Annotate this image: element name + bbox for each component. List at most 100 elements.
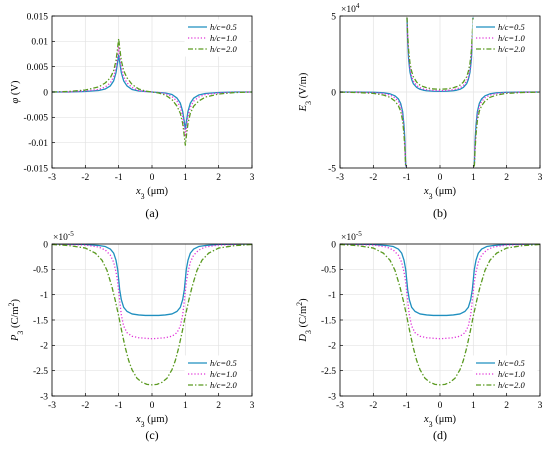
legend-entry: h/c=2.0	[498, 380, 525, 390]
x-tick-label: 3	[250, 401, 255, 411]
x-tick-label: 1	[471, 173, 476, 183]
y-tick-label: 0.005	[27, 63, 49, 73]
legend-box	[184, 355, 250, 393]
series-line-1	[340, 244, 540, 317]
legend: h/c=0.5h/c=1.0h/c=2.0	[472, 355, 538, 393]
y-tick-label: -3	[40, 392, 48, 402]
y-axis-label: E3 (V/m)	[298, 72, 313, 112]
x-tick-label: -1	[403, 173, 411, 183]
series-line-3	[340, 244, 540, 386]
series-line-2	[52, 244, 252, 340]
series-line-3	[340, 91, 407, 167]
legend-entry: h/c=1.0	[498, 369, 525, 379]
y-tick-label: -1	[40, 291, 48, 301]
x-tick-label: 1	[471, 401, 476, 411]
y-tick-label: -2.5	[321, 367, 336, 377]
x-tick-label: -3	[336, 401, 344, 411]
series-line-3	[52, 38, 252, 146]
y-axis-label: D3 (C/m2)	[295, 298, 313, 343]
y-tick-label: 0	[43, 240, 48, 250]
y-tick-label: 5	[331, 12, 336, 22]
y-tick-label: 0	[331, 240, 336, 250]
axis-exponent: ×104	[341, 2, 360, 15]
x-tick-label: -3	[48, 173, 56, 183]
y-axis-label: φ (V)	[10, 80, 21, 104]
panel-caption: (a)	[145, 206, 158, 220]
x-tick-label: -3	[48, 401, 56, 411]
legend-entry: h/c=0.5	[498, 22, 525, 32]
panel-caption: (c)	[145, 428, 158, 442]
legend: h/c=0.5h/c=1.0h/c=2.0	[184, 355, 250, 393]
x-tick-label: -1	[403, 401, 411, 411]
y-tick-label: -1.5	[321, 316, 336, 326]
x-axis-label: x3 (μm)	[423, 414, 457, 429]
x-tick-label: 3	[250, 173, 255, 183]
series-line-3	[406, 17, 474, 90]
axis-exponent: ×10-5	[53, 230, 74, 243]
x-tick-label: 2	[504, 401, 509, 411]
y-tick-label: -0.005	[23, 114, 48, 124]
legend-box	[472, 19, 538, 57]
series-line-2	[473, 91, 540, 167]
y-tick-label: -2	[40, 342, 48, 352]
x-tick-label: 3	[538, 401, 543, 411]
y-axis-label: P3 (C/m2)	[7, 298, 25, 342]
x-tick-label: -2	[369, 173, 377, 183]
legend-entry: h/c=1.0	[498, 33, 525, 43]
series-line-1	[52, 54, 252, 130]
x-tick-label: 0	[150, 401, 155, 411]
x-tick-label: -3	[336, 173, 344, 183]
y-tick-label: -2.5	[33, 367, 48, 377]
panel-a: -3 -2 -1 0 1 2 3 0.015 0.01 0.005 0 -0.005 -0.01 -0.0…	[10, 12, 255, 220]
legend-box	[472, 355, 538, 393]
x-tick-label: 2	[216, 173, 221, 183]
x-tick-label: -1	[115, 173, 123, 183]
panel-b: -3 -2 -1 0 1 2 3 5 0 -5 ×104 x3 (μm) E3 (V/m) h/c=0.5…	[298, 2, 543, 220]
y-tick-label: -1	[328, 291, 336, 301]
y-tick-label: -0.01	[28, 139, 48, 149]
y-tick-label: -0.015	[23, 164, 48, 174]
legend-entry: h/c=0.5	[210, 22, 237, 32]
y-tick-label: -2	[328, 342, 336, 352]
panel-d: -3 -2 -1 0 1 2 3 0 -0.5 -1 -1.5 -2 -2.5 -3 ×10-5 x3 (μm…	[295, 230, 543, 442]
legend-entry: h/c=1.0	[210, 33, 237, 43]
series-line-1	[340, 91, 407, 167]
x-axis-label: x3 (μm)	[423, 186, 457, 201]
legend-entry: h/c=0.5	[210, 358, 237, 368]
legend-entry: h/c=2.0	[498, 44, 525, 54]
y-tick-label: 0.015	[27, 12, 49, 22]
x-tick-label: 0	[438, 173, 443, 183]
y-tick-label: -0.5	[33, 266, 48, 276]
legend-entry: h/c=2.0	[210, 44, 237, 54]
series-line-2	[340, 244, 540, 340]
legend: h/c=0.5h/c=1.0h/c=2.0	[472, 19, 538, 57]
y-tick-label: -1.5	[33, 316, 48, 326]
x-tick-label: -2	[81, 401, 89, 411]
y-tick-label: -0.5	[321, 266, 336, 276]
x-tick-label: -1	[115, 401, 123, 411]
series-line-3	[52, 244, 252, 386]
legend: h/c=0.5h/c=1.0h/c=2.0	[184, 19, 250, 57]
legend-entry: h/c=2.0	[210, 380, 237, 390]
y-tick-label: 0	[331, 88, 336, 98]
legend-entry: h/c=1.0	[210, 369, 237, 379]
x-tick-label: 0	[438, 401, 443, 411]
legend-entry: h/c=0.5	[498, 358, 525, 368]
axis-exponent: ×10-5	[341, 230, 362, 243]
series-line-3	[473, 91, 540, 167]
y-tick-label: 0.01	[31, 38, 48, 48]
y-tick-label: -5	[328, 164, 336, 174]
x-tick-label: 1	[183, 401, 188, 411]
panel-caption: (d)	[433, 428, 447, 442]
series-line-2	[406, 17, 474, 92]
x-tick-label: -2	[369, 401, 377, 411]
x-axis-label: x3 (μm)	[135, 186, 169, 201]
x-tick-label: 1	[183, 173, 188, 183]
panel-c: -3 -2 -1 0 1 2 3 0 -0.5 -1 -1.5 -2 -2.5 -3 ×10-5 x3 (μm…	[7, 230, 255, 442]
x-tick-label: 2	[504, 173, 509, 183]
panel-caption: (b)	[433, 206, 447, 220]
y-tick-label: 0	[43, 88, 48, 98]
x-tick-label: -2	[81, 173, 89, 183]
series-line-2	[52, 46, 252, 138]
